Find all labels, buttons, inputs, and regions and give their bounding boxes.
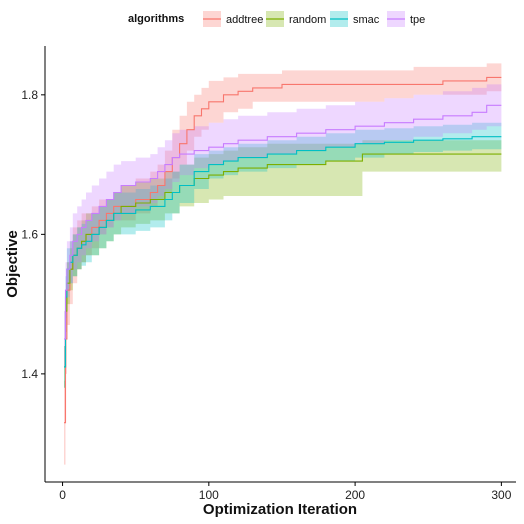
legend-label-addtree: addtree <box>226 14 263 26</box>
x-tick-label: 200 <box>345 488 365 502</box>
smac-line <box>64 136 502 368</box>
y-ticks: 1.4 1.6 1.8 <box>21 88 45 381</box>
x-ticks: 0 100 200 300 <box>59 482 512 502</box>
legend-item-smac: smac <box>330 11 380 27</box>
legend: algorithms addtree random smac tpe <box>128 11 425 27</box>
legend-label-smac: smac <box>353 14 380 26</box>
tpe-line <box>64 104 502 340</box>
y-tick-label: 1.6 <box>21 227 38 241</box>
legend-title: algorithms <box>128 13 184 25</box>
x-tick-label: 100 <box>199 488 219 502</box>
confidence-bands <box>64 63 502 465</box>
y-axis-title: Objective <box>4 230 21 298</box>
x-tick-label: 300 <box>491 488 511 502</box>
x-tick-label: 0 <box>59 488 66 502</box>
y-tick-label: 1.4 <box>21 367 38 381</box>
y-tick-label: 1.8 <box>21 88 38 102</box>
random-band <box>64 140 502 388</box>
legend-item-tpe: tpe <box>387 11 425 27</box>
legend-label-tpe: tpe <box>410 14 425 26</box>
axes: 0 100 200 300 1.4 1.6 1.8 <box>21 46 516 502</box>
legend-item-addtree: addtree <box>203 11 263 27</box>
legend-item-random: random <box>266 11 326 27</box>
legend-label-random: random <box>289 14 326 26</box>
series-lines <box>64 76 502 424</box>
smac-band <box>64 122 502 388</box>
tpe-band <box>64 84 502 367</box>
x-axis-title: Optimization Iteration <box>203 501 357 518</box>
addtree-band <box>64 63 502 465</box>
